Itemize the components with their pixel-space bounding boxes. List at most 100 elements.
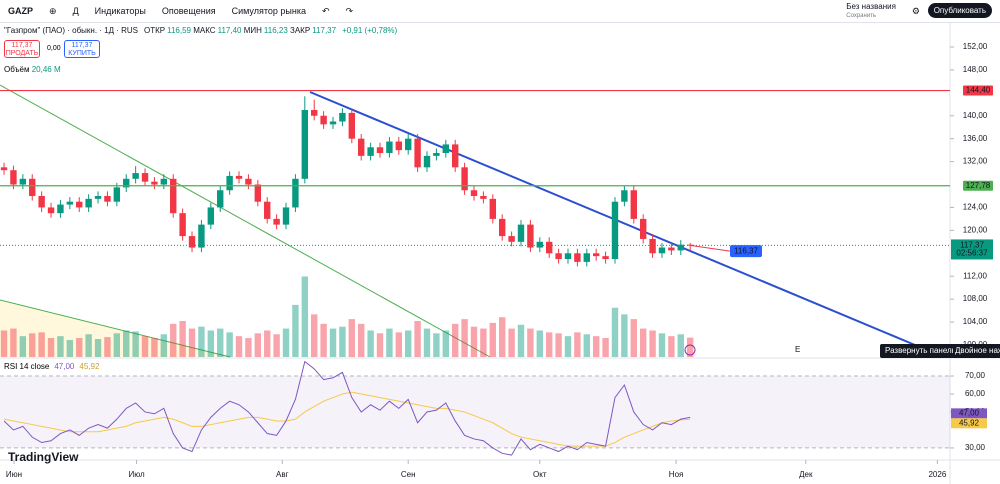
sell-button[interactable]: 117,37 ПРОДАТЬ [4,40,40,58]
candle-body [461,167,468,191]
rsi-tag-label: 47,00 [959,408,980,417]
alerts[interactable]: Оповещения [161,6,216,16]
layout-status: Сохранить [846,12,877,19]
volume-bar [160,334,168,357]
candle-body [658,247,666,254]
undo[interactable]: ↶ [321,5,330,16]
spread: 0,00 [47,45,61,52]
candle-body [621,190,628,202]
double-click-hint[interactable]: Двойное наж [953,344,1000,358]
buy-label: КУПИТЬ [68,50,96,57]
volume-bar [329,328,337,357]
symbol[interactable]: GAZP [8,6,34,16]
candle-body [405,138,412,151]
volume-bar [179,321,186,357]
candle-body [395,141,403,151]
volume-bar [592,336,600,357]
volume-bar [395,332,403,357]
y-tick-label: 140,00 [963,111,988,120]
change: +0,91 (+0,78%) [342,26,398,35]
volume-bar [10,328,17,357]
interval[interactable]: Д [72,6,79,16]
candle-body [677,244,684,251]
volume-bar [517,324,525,357]
candle-body [132,173,139,179]
rsi-legend: RSI 14 close 47,00 45,92 [4,362,99,371]
volume-bar [630,319,637,357]
volume-bar [113,333,121,357]
volume-legend: Объём 20,46 M [4,65,61,74]
volume-bar [677,334,684,357]
rsi-band [0,376,950,448]
volume-bar [0,330,8,357]
candle-body [76,201,83,208]
y-tick-label: 136,00 [963,134,988,143]
redo[interactable]: ↷ [345,5,354,16]
indicators[interactable]: Индикаторы [94,6,146,16]
volume-bar [536,330,543,357]
add-symbol[interactable]: ⊕ [49,5,57,16]
candle-body [376,147,384,154]
x-tick-label: Ноя [669,470,684,479]
volume-bar [66,339,74,357]
volume-bar [170,323,177,357]
projection-tag [730,245,762,258]
volume-bar [198,326,205,357]
candle-body [592,253,600,257]
x-tick-label: Июл [128,470,145,479]
candle-body [235,175,243,179]
candle-body [508,236,515,242]
y-tick-label: 120,00 [963,225,988,234]
buy-button[interactable]: 117,37 КУПИТЬ [64,40,100,58]
candle-body [489,198,496,219]
candle-body [10,170,17,185]
replay[interactable]: Симулятор рынка [231,6,306,16]
candle-body [141,173,149,182]
volume-bar [508,328,515,357]
layout[interactable]: Без названия Сохранить [846,2,896,20]
projection-line [690,244,731,252]
candle-body [329,121,337,125]
ohlc-value: 117,40 [217,26,242,35]
expand-button[interactable]: Развернуть панель [880,344,961,358]
volume-bar [85,334,92,357]
candle-body [292,178,299,208]
volume-bar [151,338,158,357]
candle-body [47,207,55,214]
candle-body [188,236,196,248]
volume-bar [94,339,102,357]
volume-bar [668,336,675,357]
projection-label: 116,37 [734,246,758,255]
candle-body [264,201,271,219]
rsi-ma-line [3,391,691,447]
y-tick-label: 108,00 [963,294,988,303]
x-tick-label: Авг [276,470,289,479]
rsi-tick-label: 60,00 [965,389,986,398]
volume-bar [358,323,365,357]
plot: 152,00 148,00 140,00 136,00 132,00 124,00 120,… [0,42,993,479]
candle-body [226,175,233,191]
volume-bar [188,328,196,357]
candle-body [94,195,102,199]
x-tick-label: Сен [401,470,416,479]
volume-bar [282,328,290,357]
volume-bar [141,336,149,357]
level-label: 127,78 [966,181,991,190]
publish[interactable]: Опубликовать [927,3,992,18]
candle-body [386,141,393,154]
settings[interactable]: ⚙ [911,5,920,16]
y-tick-label: 148,00 [963,65,988,74]
legend: "Газпром" (ПАО) · обыкн. · 1Д · RUS ОТКР… [4,26,397,35]
event-marker: E [795,345,800,354]
rsi-tag [951,408,987,419]
candle-body [517,224,525,242]
x-tick-label: Окт [533,470,547,479]
ohlc: ОТКР 116,59 МАКС 117,40 МИН 116,23 ЗАКР 117,… [144,26,336,35]
volume-bar [235,336,243,357]
volume-bar [564,336,572,357]
trend-line-green [0,84,491,358]
volume-bar [461,319,468,357]
volume-bar [47,338,55,357]
buy-price: 117,37 [71,42,93,49]
